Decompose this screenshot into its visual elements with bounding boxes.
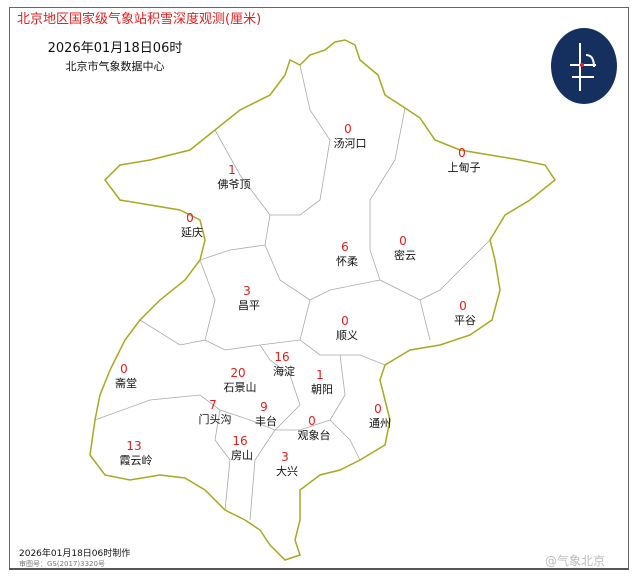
station-value: 0 xyxy=(120,362,128,376)
meteorological-service-logo xyxy=(551,28,617,104)
station-name: 顺义 xyxy=(336,329,358,342)
station-value: 20 xyxy=(230,366,246,380)
station-value: 0 xyxy=(459,299,467,313)
station-name: 延庆 xyxy=(181,226,203,239)
station-name: 门头沟 xyxy=(198,413,232,426)
station-name: 观象台 xyxy=(297,429,331,442)
station-value: 16 xyxy=(232,434,248,448)
station-value: 16 xyxy=(274,350,290,364)
station-value: 6 xyxy=(341,240,349,254)
station-name: 大兴 xyxy=(276,465,298,478)
station-name: 斋堂 xyxy=(115,377,137,390)
station-value: 7 xyxy=(209,398,217,412)
production-time: 2026年01月18日06时制作 xyxy=(19,549,131,559)
station-name: 房山 xyxy=(231,449,253,462)
station-value: 0 xyxy=(341,314,349,328)
beijing-boundary xyxy=(89,39,557,561)
station-name: 平谷 xyxy=(454,314,476,327)
station-name: 佛爷顶 xyxy=(217,178,251,191)
station-name: 上甸子 xyxy=(447,161,481,174)
station-value: 0 xyxy=(344,122,352,136)
map-review-number: 审图号：GS(2017)3320号 xyxy=(19,560,105,568)
weibo-watermark: @气象北京 xyxy=(545,554,606,568)
observation-time: 2026年01月18日06时 xyxy=(47,41,183,56)
station-value: 0 xyxy=(399,234,407,248)
station-value: 3 xyxy=(243,284,251,298)
station-value: 1 xyxy=(316,368,324,382)
map-frame xyxy=(9,7,629,570)
organization: 北京市气象数据中心 xyxy=(65,60,165,73)
station-value: 0 xyxy=(186,211,194,225)
map-title: 北京地区国家级气象站积雪深度观测(厘米) xyxy=(17,12,262,27)
station-value: 0 xyxy=(374,402,382,416)
station-name: 汤河口 xyxy=(333,137,367,150)
station-name: 石景山 xyxy=(223,381,257,394)
station-name: 朝阳 xyxy=(311,383,333,396)
district-boundaries xyxy=(94,64,491,521)
station-value: 0 xyxy=(458,146,466,160)
station-name: 怀柔 xyxy=(336,255,358,268)
station-name: 丰台 xyxy=(255,415,277,428)
station-value: 9 xyxy=(260,400,268,414)
station-value: 1 xyxy=(228,163,236,177)
station-name: 密云 xyxy=(394,249,416,262)
station-value: 13 xyxy=(126,439,142,453)
station-name: 海淀 xyxy=(273,365,295,378)
station-name: 霞云岭 xyxy=(119,454,153,467)
station-name: 通州 xyxy=(369,417,391,430)
station-name: 昌平 xyxy=(238,299,260,312)
station-value: 0 xyxy=(308,414,316,428)
station-value: 3 xyxy=(281,450,289,464)
